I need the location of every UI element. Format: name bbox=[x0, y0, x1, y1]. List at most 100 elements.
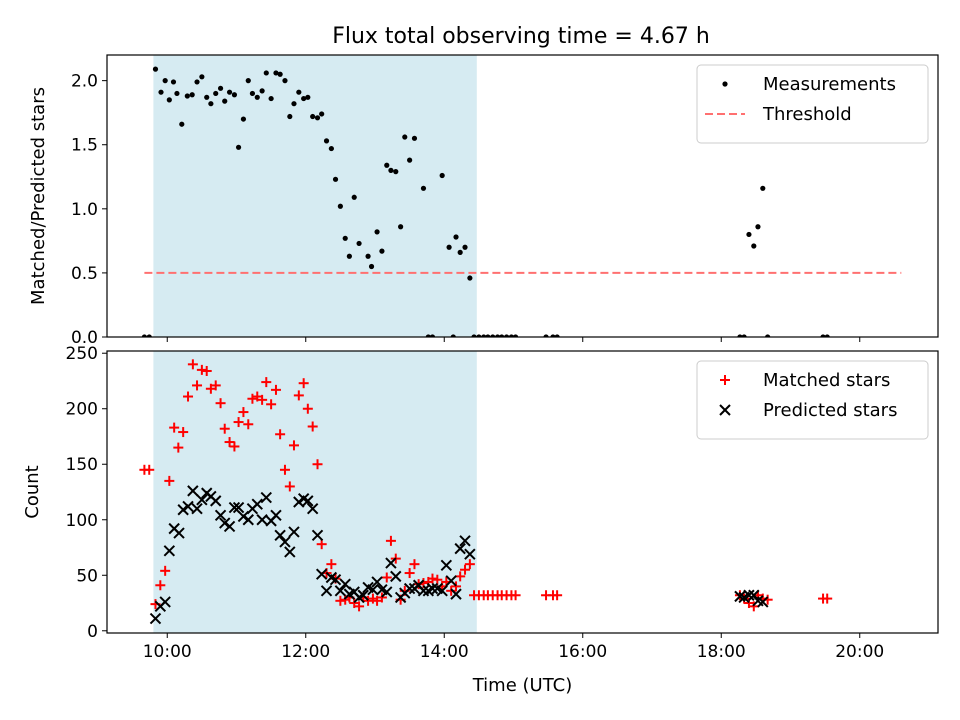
marker-stroke bbox=[288, 526, 300, 538]
data-point bbox=[494, 334, 501, 337]
marker-stroke bbox=[445, 575, 457, 587]
data-point bbox=[741, 334, 747, 337]
x-tick-label: 12:00 bbox=[281, 642, 330, 662]
data-point bbox=[213, 90, 219, 97]
data-point bbox=[162, 78, 168, 84]
bottom-panel-count-plot: 0 50 100 150 200 250 10:00 12:00 14:00 16:00 18:00… bbox=[22, 344, 939, 696]
marker-stroke bbox=[232, 501, 245, 514]
data-point bbox=[737, 334, 743, 337]
data-point bbox=[454, 542, 466, 555]
marker-stroke bbox=[464, 548, 476, 560]
marker-stroke bbox=[311, 529, 324, 542]
data-point bbox=[743, 589, 755, 601]
data-point bbox=[446, 244, 452, 250]
data-point bbox=[166, 97, 172, 103]
data-point bbox=[301, 95, 307, 102]
data-point bbox=[196, 494, 208, 506]
data-point bbox=[302, 495, 314, 507]
data-point bbox=[365, 253, 371, 259]
data-point bbox=[550, 334, 556, 337]
marker-stroke bbox=[242, 514, 254, 526]
data-point bbox=[284, 546, 296, 558]
y-tick-label: 50 bbox=[76, 566, 98, 586]
data-point bbox=[464, 548, 476, 560]
data-point bbox=[440, 559, 453, 571]
data-point bbox=[485, 334, 491, 337]
legend-box bbox=[696, 360, 929, 440]
data-point bbox=[363, 595, 374, 606]
marker-stroke bbox=[219, 517, 231, 529]
data-point bbox=[189, 92, 195, 98]
data-point bbox=[464, 559, 475, 570]
data-point bbox=[305, 94, 311, 100]
data-point bbox=[259, 88, 265, 94]
marker-stroke bbox=[187, 485, 199, 497]
data-point bbox=[261, 377, 272, 388]
marker-stroke bbox=[752, 595, 764, 607]
marker-stroke bbox=[757, 596, 769, 608]
marker-stroke bbox=[367, 583, 379, 596]
data-point bbox=[177, 504, 189, 516]
legend-entry: Threshold bbox=[705, 104, 852, 125]
data-point bbox=[824, 334, 830, 337]
data-point bbox=[467, 275, 473, 281]
data-point bbox=[254, 94, 260, 100]
marker-stroke bbox=[454, 542, 466, 555]
data-point bbox=[445, 575, 457, 587]
marker-stroke bbox=[297, 492, 310, 505]
marker-stroke bbox=[210, 495, 222, 507]
data-point bbox=[342, 235, 348, 241]
marker-stroke bbox=[417, 585, 430, 597]
data-point bbox=[334, 585, 347, 597]
marker-stroke bbox=[436, 585, 448, 597]
data-point bbox=[385, 557, 397, 569]
marker-stroke bbox=[306, 502, 319, 515]
data-point bbox=[404, 568, 415, 579]
axes-frame bbox=[106, 350, 939, 634]
y-tick-label: 250 bbox=[66, 344, 98, 364]
data-point bbox=[307, 421, 318, 432]
data-point bbox=[402, 134, 408, 140]
marker-stroke bbox=[743, 589, 755, 601]
data-point bbox=[476, 334, 482, 337]
data-point bbox=[820, 334, 826, 337]
marker-stroke bbox=[426, 582, 439, 595]
data-point bbox=[376, 592, 387, 603]
data-point bbox=[420, 185, 427, 191]
data-point bbox=[284, 481, 295, 492]
x-tick-label: 18:00 bbox=[697, 642, 746, 662]
data-point bbox=[146, 334, 152, 337]
data-point bbox=[288, 526, 300, 538]
legend-entry: Matched stars bbox=[720, 370, 890, 391]
data-point bbox=[357, 589, 369, 601]
series-predicted-stars bbox=[149, 485, 769, 625]
data-point bbox=[455, 571, 466, 582]
data-point bbox=[251, 498, 263, 510]
marker-stroke bbox=[348, 586, 360, 598]
marker-stroke bbox=[412, 579, 425, 591]
data-point bbox=[298, 378, 309, 389]
data-point bbox=[219, 423, 230, 434]
marker-stroke bbox=[159, 596, 171, 608]
data-point bbox=[310, 113, 316, 120]
data-point bbox=[201, 365, 212, 376]
data-point bbox=[240, 116, 247, 122]
legend: Matched stars Predicted stars bbox=[696, 360, 929, 440]
data-point bbox=[149, 612, 162, 625]
data-point bbox=[260, 491, 272, 504]
data-point bbox=[417, 585, 430, 597]
data-point bbox=[279, 536, 291, 548]
data-point bbox=[226, 89, 233, 95]
data-point bbox=[194, 79, 200, 85]
data-point bbox=[293, 496, 305, 508]
data-point bbox=[247, 393, 258, 404]
data-point bbox=[170, 79, 177, 85]
data-point bbox=[270, 384, 281, 395]
marker-stroke bbox=[223, 520, 236, 533]
marker-stroke bbox=[182, 500, 194, 513]
data-point bbox=[755, 224, 761, 230]
x-axis bbox=[166, 337, 861, 342]
data-point bbox=[481, 334, 487, 337]
data-point bbox=[323, 138, 330, 144]
